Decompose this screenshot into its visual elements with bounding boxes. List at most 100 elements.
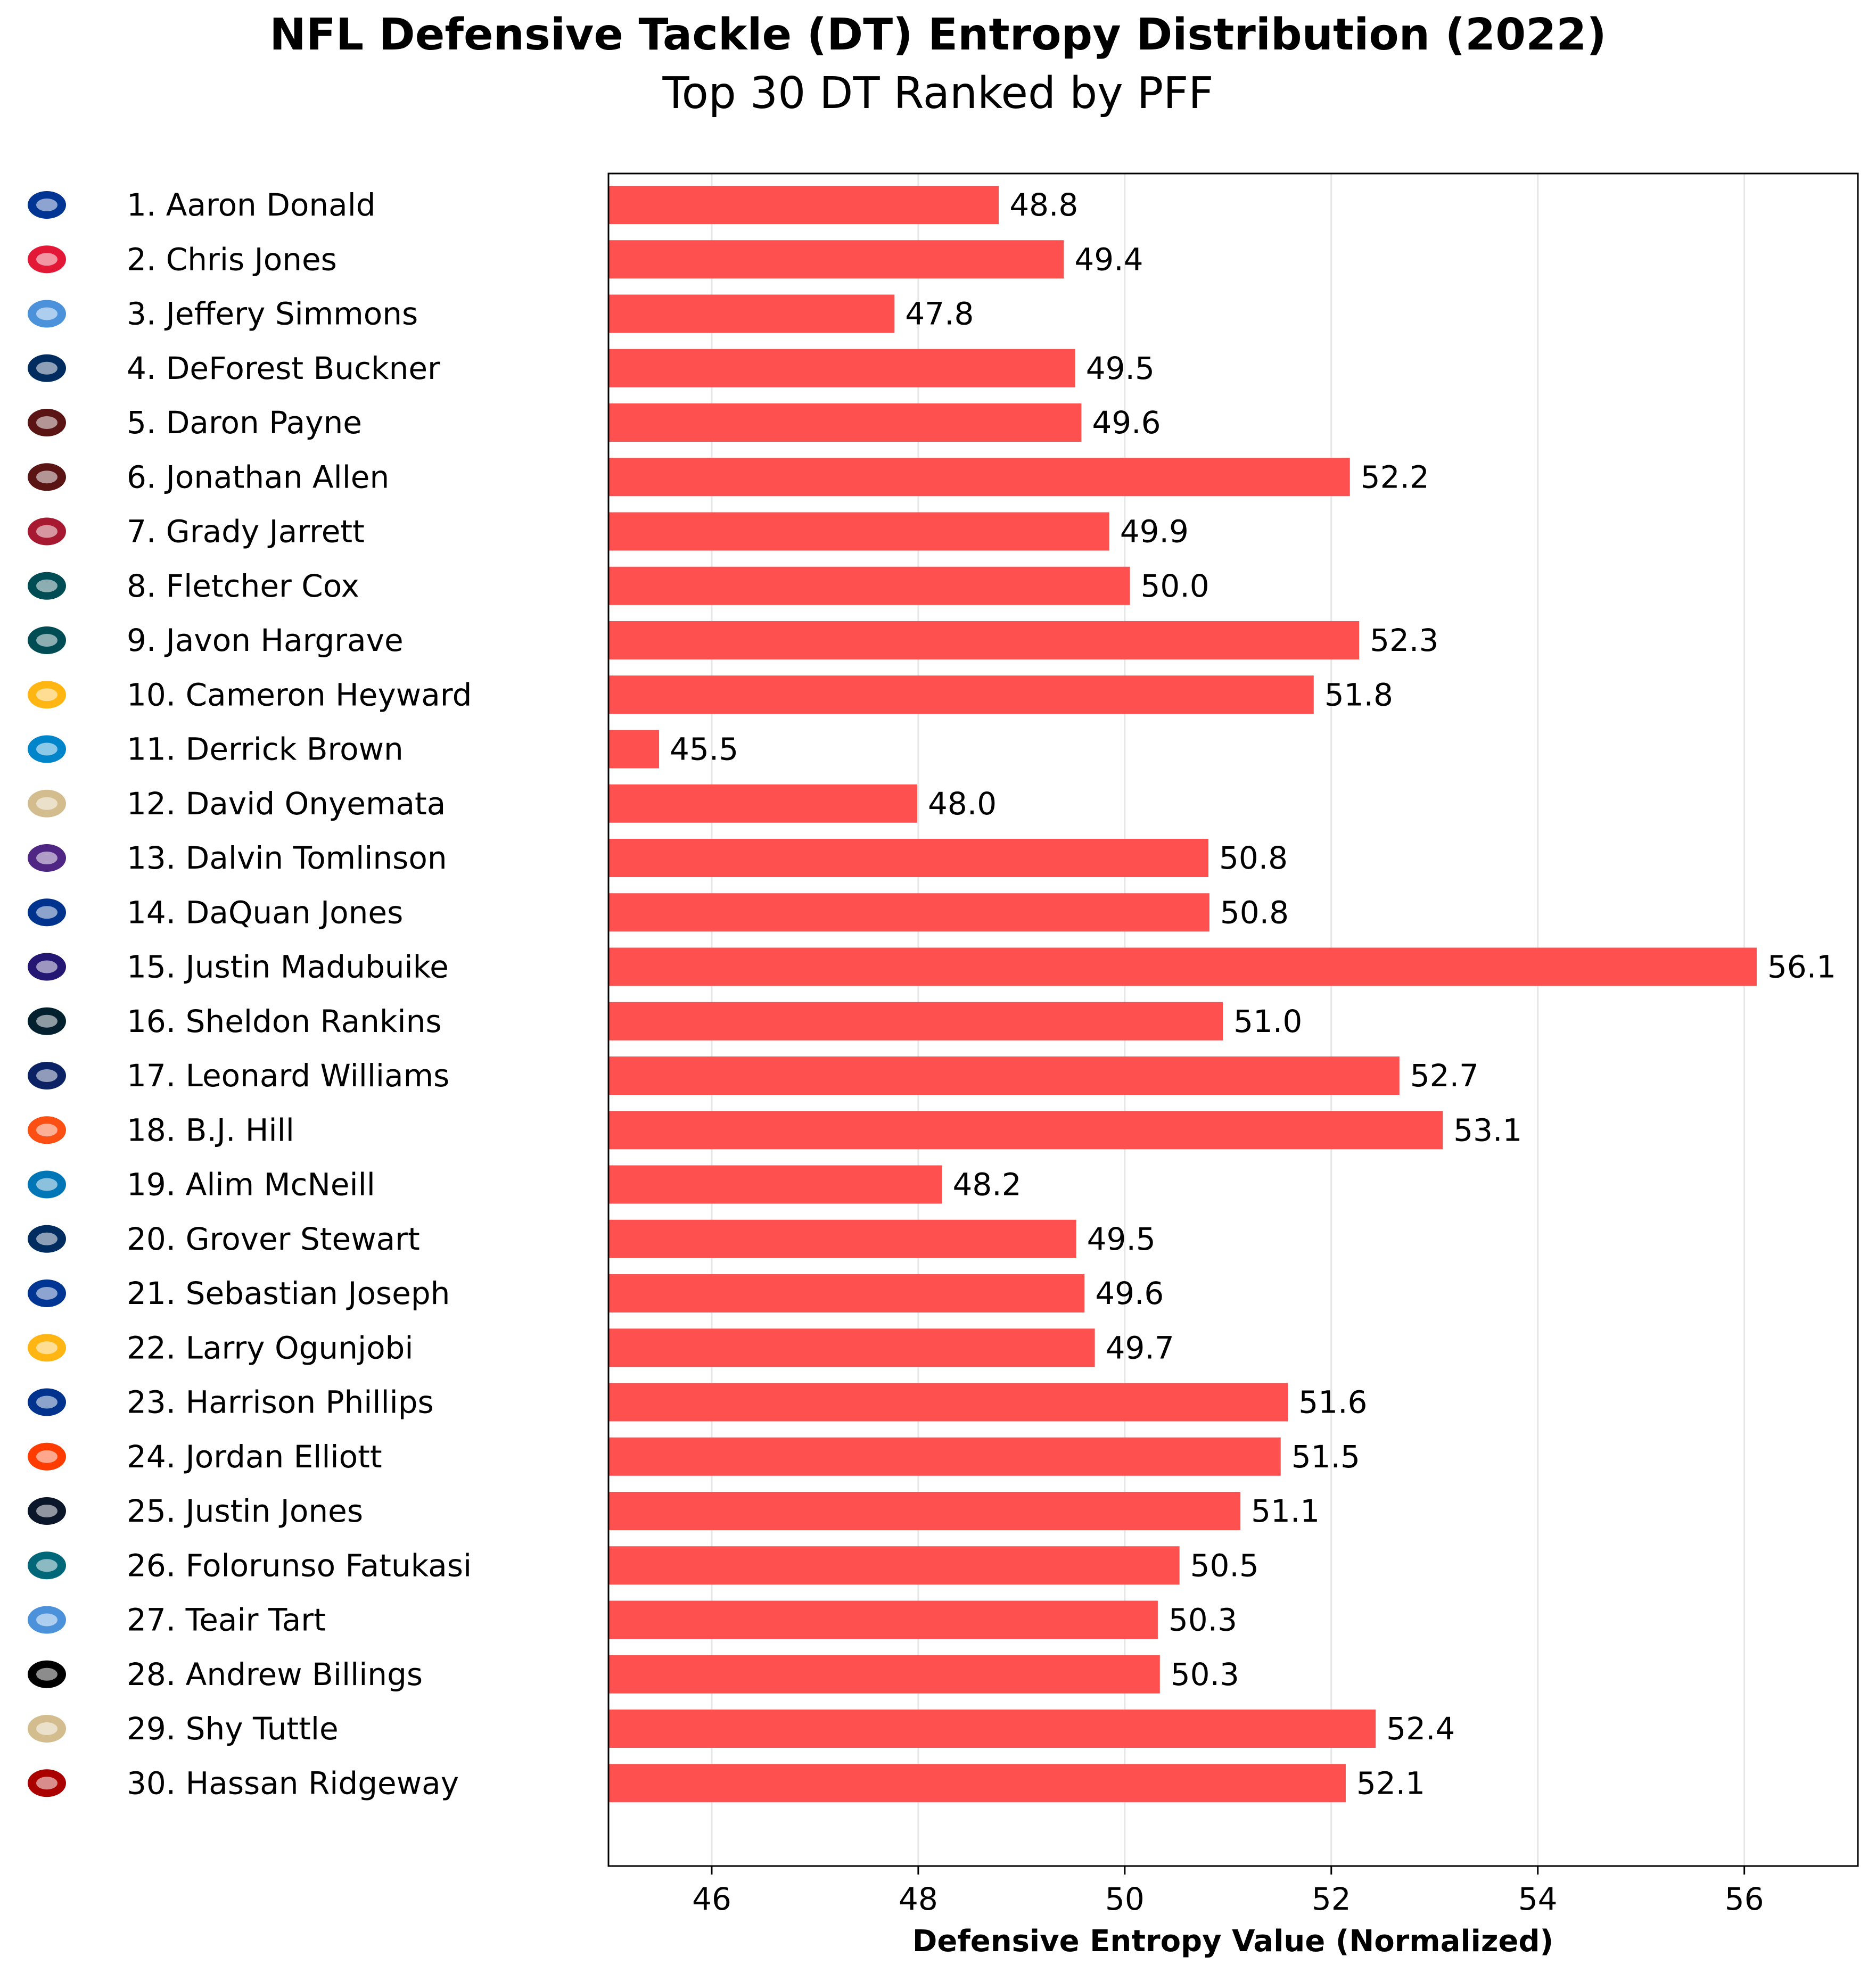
bar	[608, 784, 917, 823]
player-label: 22. Larry Ogunjobi	[127, 1330, 413, 1366]
bar	[608, 403, 1082, 442]
player-label: 12. David Onyemata	[127, 786, 446, 822]
bills-logo-icon	[28, 1388, 66, 1416]
player-label: 18. B.J. Hill	[127, 1112, 294, 1148]
bar	[608, 458, 1350, 497]
row-labels: 1. Aaron Donald 2. Chris Jones 3. Jeffery …	[127, 187, 472, 1801]
bar-value-label: 49.5	[1086, 350, 1155, 386]
bar-value-label: 49.6	[1095, 1275, 1164, 1311]
x-axis-title: Defensive Entropy Value (Normalized)	[912, 1924, 1553, 1959]
rams-logo-icon	[28, 191, 66, 219]
eagles-logo-icon	[28, 572, 66, 600]
player-label: 27. Teair Tart	[127, 1602, 326, 1638]
x-tick-label: 52	[1312, 1881, 1351, 1917]
bar-value-label: 51.6	[1298, 1384, 1367, 1421]
titans-logo-icon	[28, 300, 66, 328]
bar	[608, 1165, 942, 1204]
bar-value-label: 52.2	[1361, 459, 1429, 495]
vikings-logo-icon	[28, 844, 66, 872]
bar	[608, 186, 999, 224]
player-label: 16. Sheldon Rankins	[127, 1003, 442, 1039]
bar-value-label: 48.8	[1009, 187, 1078, 223]
x-tick-label: 54	[1518, 1881, 1558, 1917]
chart-subtitle: Top 30 DT Ranked by PFF	[662, 68, 1214, 119]
bar	[608, 1710, 1376, 1748]
bar	[608, 1492, 1241, 1530]
bar	[608, 1764, 1346, 1803]
bar	[608, 1274, 1085, 1312]
bar-value-label: 52.1	[1356, 1765, 1425, 1801]
49ers-logo-icon	[28, 1769, 66, 1797]
bar-value-label: 52.3	[1370, 622, 1438, 658]
eagles-logo-icon	[28, 626, 66, 654]
bar	[608, 512, 1109, 551]
bar-value-label: 50.5	[1190, 1547, 1259, 1583]
player-label: 17. Leonard Williams	[127, 1058, 449, 1094]
raiders-logo-icon	[28, 1660, 66, 1688]
player-label: 19. Alim McNeill	[127, 1167, 375, 1203]
bar	[608, 839, 1208, 877]
bar	[608, 566, 1130, 605]
bar-value-label: 50.8	[1220, 894, 1289, 930]
rams-logo-icon	[28, 1279, 66, 1307]
player-label: 11. Derrick Brown	[127, 731, 404, 767]
colts-logo-icon	[28, 354, 66, 382]
bar-value-label: 48.0	[928, 786, 997, 822]
player-label: 2. Chris Jones	[127, 241, 337, 277]
player-label: 6. Jonathan Allen	[127, 459, 389, 495]
saints-logo-icon	[28, 1715, 66, 1743]
player-label: 25. Justin Jones	[127, 1493, 363, 1529]
player-label: 26. Folorunso Fatukasi	[127, 1547, 472, 1583]
player-label: 29. Shy Tuttle	[127, 1711, 339, 1747]
bar	[608, 1002, 1223, 1041]
bengals-logo-icon	[28, 1116, 66, 1144]
team-logos	[28, 191, 66, 1797]
browns-logo-icon	[28, 1442, 66, 1471]
panthers-logo-icon	[28, 735, 66, 763]
bar	[608, 1219, 1076, 1258]
player-label: 3. Jeffery Simmons	[127, 296, 418, 332]
bar-value-label: 50.3	[1171, 1656, 1239, 1693]
ravens-logo-icon	[28, 953, 66, 981]
jaguars-logo-icon	[28, 1551, 66, 1580]
player-label: 1. Aaron Donald	[127, 187, 376, 223]
commanders-logo-icon	[28, 409, 66, 436]
bar-value-label: 50.3	[1169, 1602, 1237, 1638]
player-label: 15. Justin Madubuike	[127, 949, 449, 985]
player-label: 23. Harrison Phillips	[127, 1384, 434, 1421]
x-tick-label: 56	[1725, 1881, 1764, 1917]
bar	[608, 1056, 1400, 1095]
bar-value-label: 45.5	[670, 731, 738, 767]
x-axis-ticks: 46 48 50 52 54 56	[692, 1866, 1764, 1917]
x-tick-label: 50	[1105, 1881, 1145, 1917]
player-label: 4. DeForest Buckner	[127, 350, 440, 386]
texans-logo-icon	[28, 1007, 66, 1035]
bar	[608, 730, 660, 769]
player-label: 5. Daron Payne	[127, 404, 362, 441]
bar	[608, 947, 1757, 986]
bar-value-label: 51.0	[1233, 1003, 1302, 1039]
bar	[608, 893, 1209, 932]
player-label: 14. DaQuan Jones	[127, 894, 403, 930]
bar	[608, 1600, 1158, 1639]
player-label: 28. Andrew Billings	[127, 1656, 423, 1693]
chart-title: NFL Defensive Tackle (DT) Entropy Distri…	[269, 10, 1607, 60]
bills-logo-icon	[28, 898, 66, 927]
bar-value-label: 51.5	[1291, 1439, 1360, 1475]
commanders-logo-icon	[28, 463, 66, 491]
lions-logo-icon	[28, 1170, 66, 1199]
bar-value-label: 50.8	[1219, 840, 1288, 876]
bar-value-label: 52.4	[1386, 1711, 1455, 1747]
bar-value-label: 53.1	[1453, 1112, 1522, 1148]
bar-value-label: 48.2	[953, 1167, 1022, 1203]
bar-value-label: 50.0	[1141, 568, 1209, 604]
bar	[608, 240, 1064, 279]
bar-value-label: 56.1	[1767, 949, 1836, 985]
giants-logo-icon	[28, 1062, 66, 1089]
bears-logo-icon	[28, 1497, 66, 1525]
bar-value-label: 47.8	[905, 296, 974, 332]
bar	[608, 675, 1314, 714]
bar-value-label: 52.7	[1410, 1058, 1479, 1094]
steelers-logo-icon	[28, 1334, 66, 1362]
bar	[608, 1655, 1160, 1694]
